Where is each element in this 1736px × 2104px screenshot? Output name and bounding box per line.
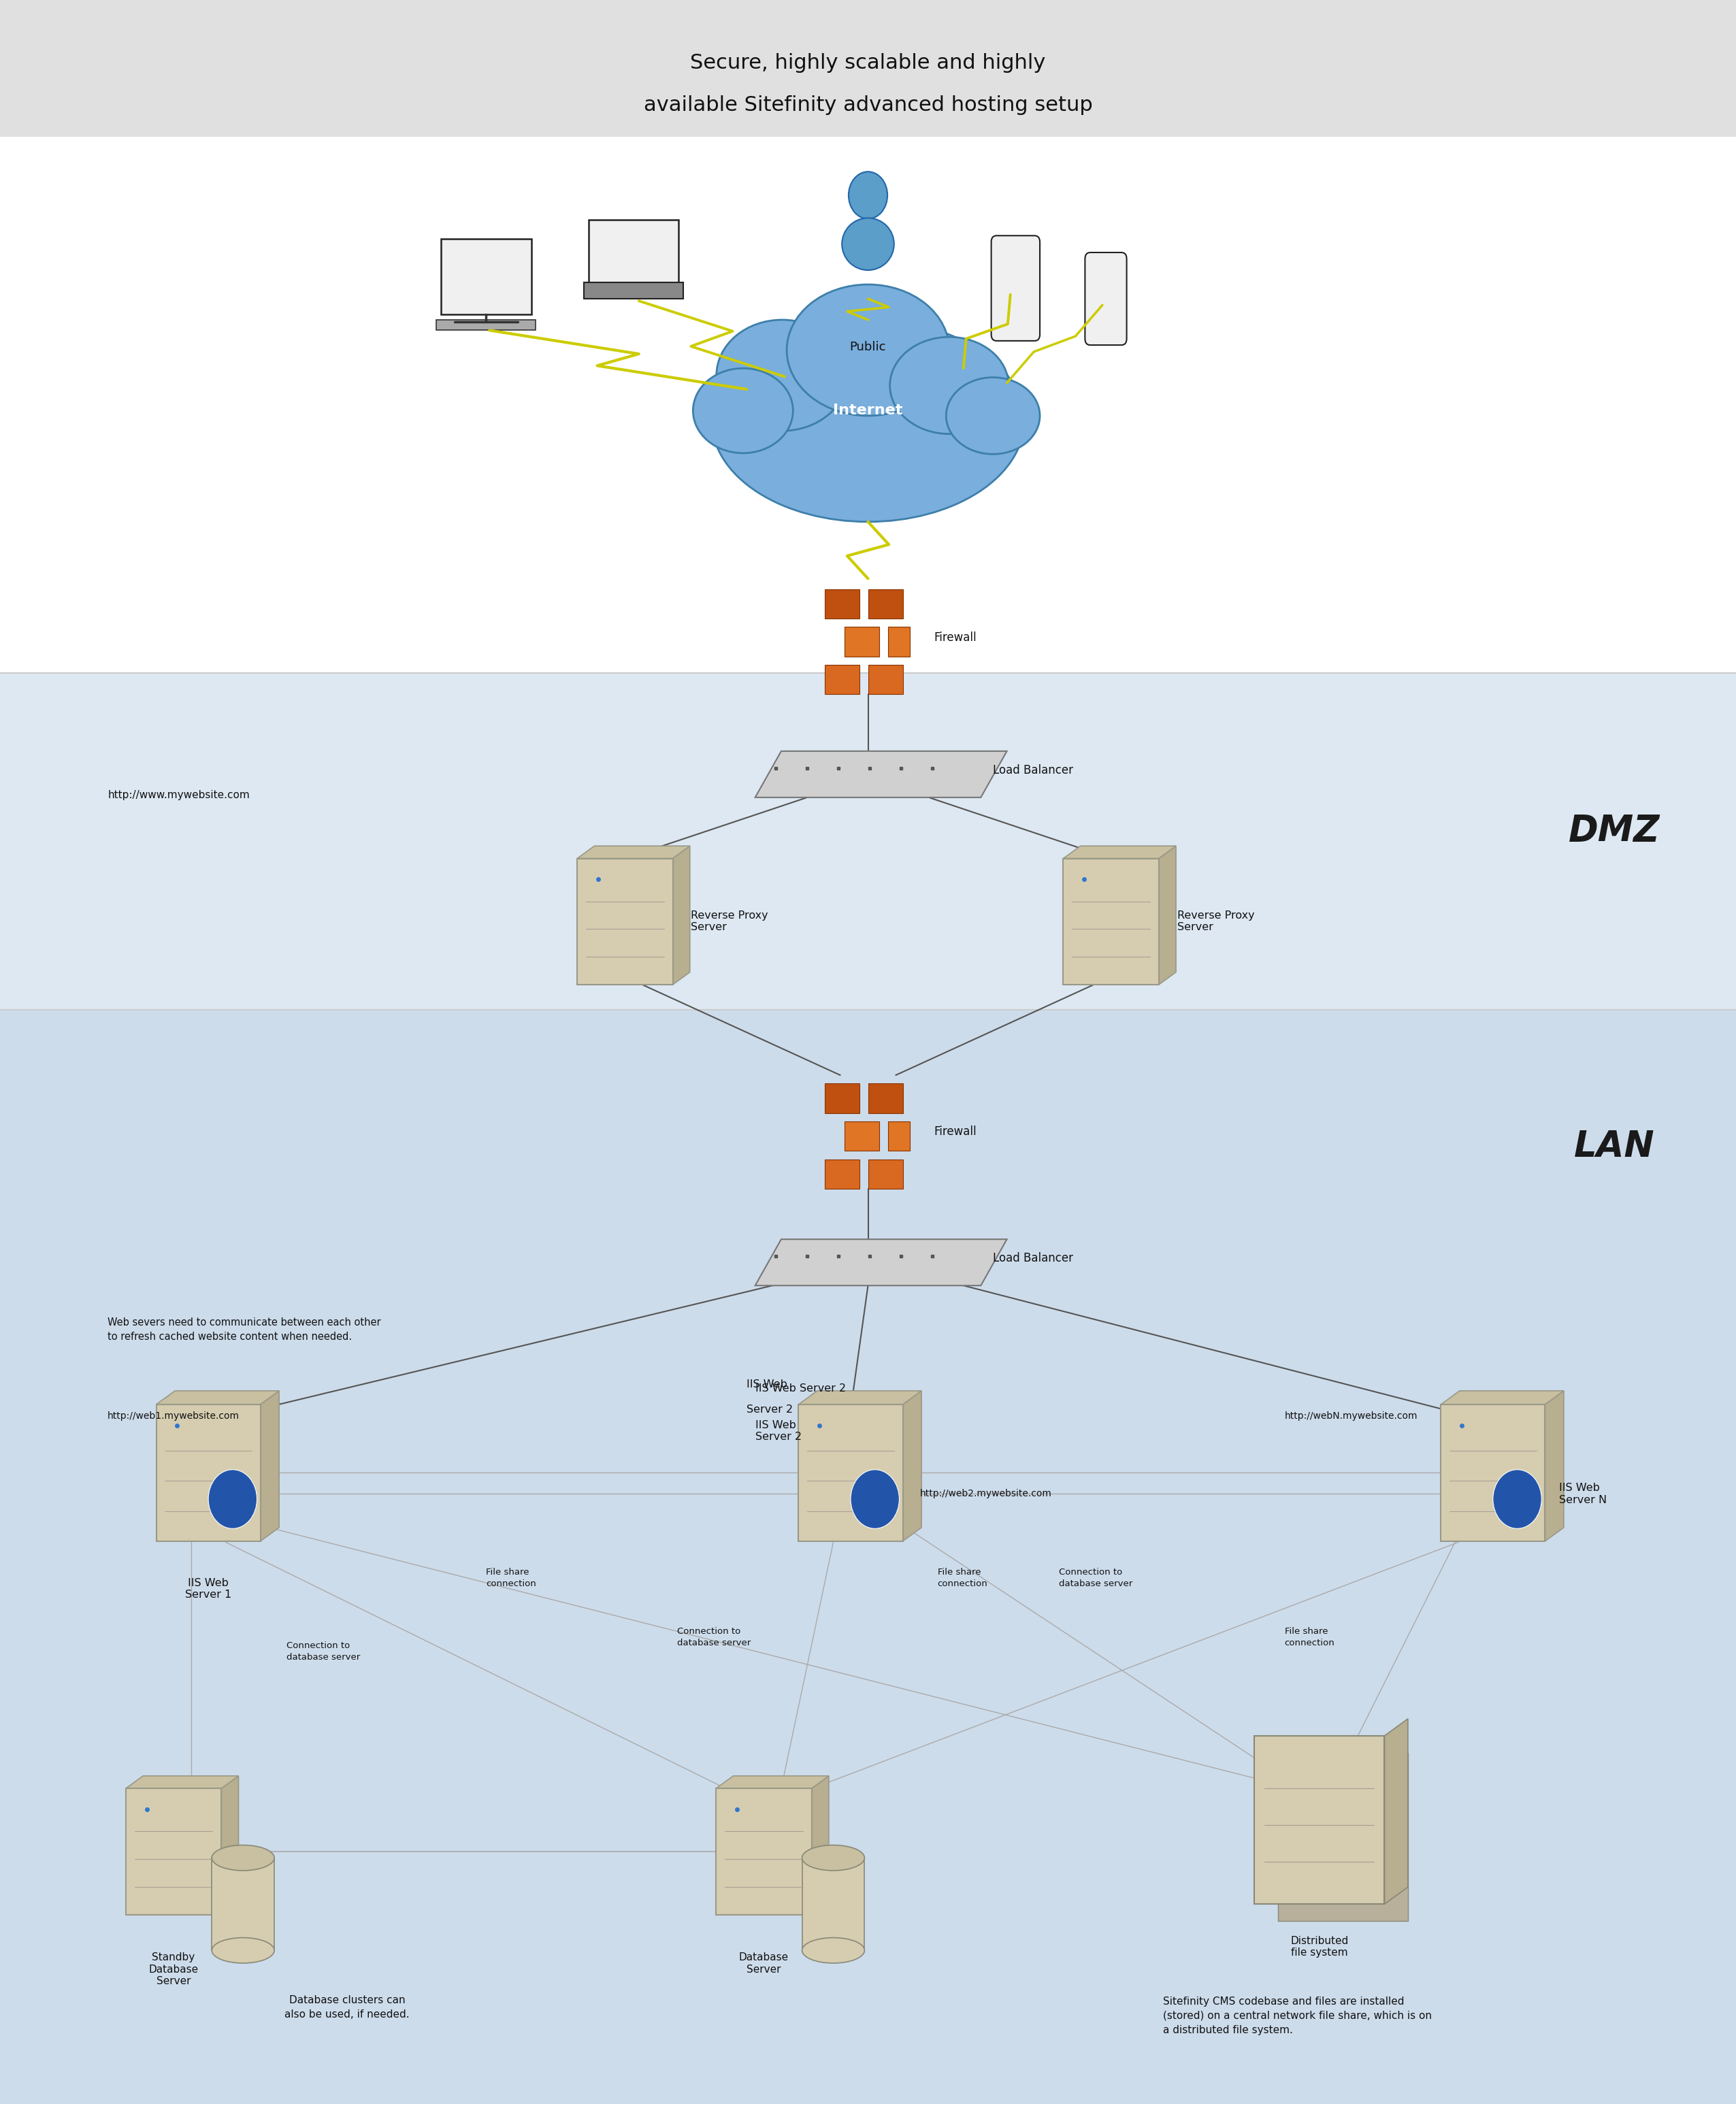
FancyBboxPatch shape: [802, 1858, 865, 1950]
Ellipse shape: [717, 320, 847, 431]
Polygon shape: [715, 1776, 828, 1788]
Circle shape: [851, 1469, 899, 1528]
Polygon shape: [1160, 846, 1175, 985]
FancyBboxPatch shape: [825, 589, 859, 619]
Text: Reverse Proxy
Server: Reverse Proxy Server: [691, 911, 769, 932]
Circle shape: [849, 173, 887, 219]
FancyBboxPatch shape: [1278, 1753, 1408, 1921]
FancyBboxPatch shape: [868, 1159, 903, 1189]
FancyBboxPatch shape: [0, 673, 1736, 1010]
Text: Secure, highly scalable and highly: Secure, highly scalable and highly: [691, 53, 1045, 74]
FancyBboxPatch shape: [589, 221, 679, 284]
Ellipse shape: [212, 1845, 274, 1870]
Text: Connection to
database server: Connection to database server: [1059, 1567, 1132, 1589]
Text: Firewall: Firewall: [934, 631, 977, 644]
FancyBboxPatch shape: [1062, 858, 1160, 985]
FancyBboxPatch shape: [1253, 1736, 1385, 1904]
Text: http://www.mywebsite.com: http://www.mywebsite.com: [108, 791, 250, 800]
Polygon shape: [811, 1776, 828, 1915]
FancyBboxPatch shape: [868, 589, 903, 619]
FancyBboxPatch shape: [825, 1159, 859, 1189]
Text: Firewall: Firewall: [934, 1126, 977, 1138]
Text: Database clusters can
also be used, if needed.: Database clusters can also be used, if n…: [285, 1995, 410, 2020]
Ellipse shape: [802, 1938, 865, 1963]
FancyBboxPatch shape: [844, 627, 878, 656]
FancyBboxPatch shape: [127, 1788, 222, 1915]
FancyBboxPatch shape: [868, 665, 903, 694]
Text: Internet: Internet: [833, 404, 903, 417]
Polygon shape: [576, 846, 689, 858]
Text: File share
connection: File share connection: [486, 1567, 536, 1589]
Text: File share
connection: File share connection: [1285, 1626, 1335, 1647]
Text: IIS Web
Server 1: IIS Web Server 1: [186, 1578, 231, 1599]
Text: DMZ: DMZ: [1569, 814, 1660, 848]
FancyBboxPatch shape: [844, 1121, 878, 1151]
Ellipse shape: [842, 219, 894, 269]
FancyBboxPatch shape: [156, 1405, 260, 1540]
FancyBboxPatch shape: [799, 1405, 903, 1540]
FancyBboxPatch shape: [583, 282, 684, 299]
Text: Database
Server: Database Server: [740, 1953, 788, 1974]
FancyBboxPatch shape: [212, 1858, 274, 1950]
FancyBboxPatch shape: [715, 1788, 811, 1915]
Polygon shape: [1441, 1391, 1564, 1405]
FancyBboxPatch shape: [0, 0, 1736, 137]
Text: File share
connection: File share connection: [937, 1567, 988, 1589]
Polygon shape: [799, 1391, 922, 1405]
FancyBboxPatch shape: [887, 627, 910, 656]
Text: LAN: LAN: [1575, 1130, 1654, 1164]
Polygon shape: [260, 1391, 279, 1540]
Text: Server 2: Server 2: [746, 1405, 793, 1414]
FancyBboxPatch shape: [825, 1084, 859, 1113]
Polygon shape: [903, 1391, 922, 1540]
Circle shape: [1493, 1469, 1542, 1528]
FancyBboxPatch shape: [0, 1010, 1736, 2104]
FancyBboxPatch shape: [1085, 252, 1127, 345]
Ellipse shape: [786, 284, 950, 417]
FancyBboxPatch shape: [1441, 1405, 1545, 1540]
Text: IIS Web: IIS Web: [746, 1380, 786, 1389]
Text: http://web2.mywebsite.com: http://web2.mywebsite.com: [920, 1490, 1052, 1498]
FancyBboxPatch shape: [991, 236, 1040, 341]
Text: available Sitefinity advanced hosting setup: available Sitefinity advanced hosting se…: [644, 95, 1092, 116]
Text: IIS Web Server 2: IIS Web Server 2: [755, 1384, 845, 1393]
FancyBboxPatch shape: [887, 1121, 910, 1151]
Text: Load Balancer: Load Balancer: [993, 1252, 1073, 1265]
FancyBboxPatch shape: [441, 240, 531, 316]
Ellipse shape: [946, 377, 1040, 454]
Ellipse shape: [712, 320, 1024, 522]
Circle shape: [208, 1469, 257, 1528]
Polygon shape: [127, 1776, 238, 1788]
Text: http://web1.mywebsite.com: http://web1.mywebsite.com: [108, 1412, 240, 1420]
Polygon shape: [755, 1239, 1007, 1286]
Polygon shape: [1062, 846, 1175, 858]
Ellipse shape: [802, 1845, 865, 1870]
Ellipse shape: [212, 1938, 274, 1963]
Text: Web severs need to communicate between each other
to refresh cached website cont: Web severs need to communicate between e…: [108, 1317, 380, 1342]
Text: Reverse Proxy
Server: Reverse Proxy Server: [1177, 911, 1255, 932]
Text: IIS Web
Server N: IIS Web Server N: [1559, 1483, 1606, 1504]
Polygon shape: [156, 1391, 279, 1405]
Text: Distributed
file system: Distributed file system: [1290, 1936, 1349, 1957]
Polygon shape: [755, 751, 1007, 797]
Text: Connection to
database server: Connection to database server: [677, 1626, 750, 1647]
Ellipse shape: [693, 368, 793, 452]
FancyBboxPatch shape: [436, 320, 536, 330]
Text: Sitefinity CMS codebase and files are installed
(stored) on a central network fi: Sitefinity CMS codebase and files are in…: [1163, 1997, 1432, 2035]
Ellipse shape: [891, 337, 1009, 433]
Text: http://webN.mywebsite.com: http://webN.mywebsite.com: [1285, 1412, 1418, 1420]
Polygon shape: [222, 1776, 238, 1915]
Text: Load Balancer: Load Balancer: [993, 764, 1073, 776]
FancyBboxPatch shape: [825, 665, 859, 694]
FancyBboxPatch shape: [0, 137, 1736, 673]
Text: IIS Web
Server 2: IIS Web Server 2: [755, 1420, 802, 1441]
Polygon shape: [1545, 1391, 1564, 1540]
Text: Public: Public: [851, 341, 885, 353]
Text: Standby
Database
Server: Standby Database Server: [149, 1953, 198, 1986]
Polygon shape: [1385, 1719, 1408, 1904]
FancyBboxPatch shape: [868, 1084, 903, 1113]
FancyBboxPatch shape: [576, 858, 672, 985]
Polygon shape: [674, 846, 689, 985]
Text: Connection to
database server: Connection to database server: [286, 1641, 359, 1662]
